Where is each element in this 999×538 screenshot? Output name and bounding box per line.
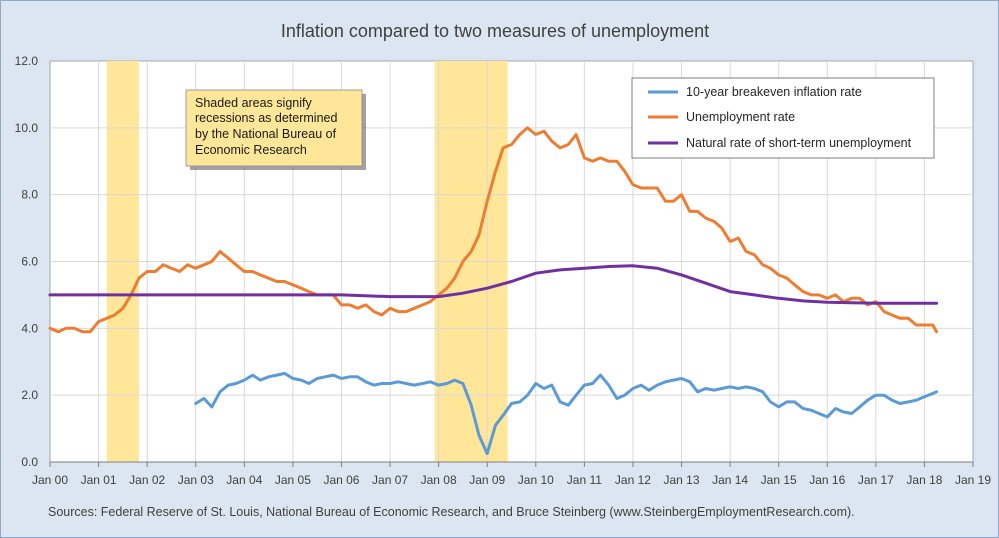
series-lines — [48, 126, 939, 456]
breakeven-inflation-line — [194, 371, 939, 456]
y-tick-label: 2.0 — [21, 388, 38, 402]
x-tick-label: Jan 14 — [712, 473, 748, 487]
legend: 10-year breakeven inflation rate Unemplo… — [631, 77, 935, 159]
source-note: Sources: Federal Reserve of St. Louis, N… — [48, 505, 855, 519]
note-line-1: Shaded areas signify — [195, 96, 312, 110]
note-line-2: recessions as determined — [195, 111, 337, 125]
note-line-4: Economic Research — [195, 143, 307, 157]
x-tick-label: Jan 12 — [615, 473, 651, 487]
x-tick-label: Jan 08 — [421, 473, 457, 487]
y-tick-label: 10.0 — [15, 121, 39, 135]
y-tick-label: 6.0 — [21, 255, 38, 269]
legend-label-breakeven: 10-year breakeven inflation rate — [686, 85, 862, 99]
x-tick-label: Jan 15 — [761, 473, 797, 487]
note-line-3: by the National Bureau of — [195, 127, 337, 141]
unemployment-rate-line — [48, 126, 939, 334]
natural-rate-line — [48, 264, 939, 305]
y-tick-label: 0.0 — [21, 455, 38, 469]
x-tick-label: Jan 02 — [129, 473, 165, 487]
x-tick-label: Jan 00 — [32, 473, 68, 487]
recession-note: Shaded areas signify recessions as deter… — [185, 89, 366, 170]
axes: 0.0 2.0 4.0 6.0 8.0 10.0 12.0 Jan 00 Jan 01 Jan 0… — [15, 54, 992, 487]
legend-label-unemployment: Unemployment rate — [686, 110, 795, 124]
x-tick-label: Jan 18 — [906, 473, 942, 487]
x-tick-label: Jan 09 — [469, 473, 505, 487]
x-tick-label: Jan 10 — [518, 473, 554, 487]
x-tick-label: Jan 05 — [275, 473, 311, 487]
legend-label-natural-rate: Natural rate of short-term unemployment — [686, 136, 912, 150]
x-tick-label: Jan 16 — [809, 473, 845, 487]
x-tick-label: Jan 07 — [372, 473, 408, 487]
x-tick-label: Jan 13 — [664, 473, 700, 487]
chart-title: Inflation compared to two measures of un… — [281, 21, 709, 41]
x-tick-label: Jan 06 — [323, 473, 359, 487]
x-tick-label: Jan 03 — [178, 473, 214, 487]
y-tick-label: 8.0 — [21, 188, 38, 202]
y-tick-label: 12.0 — [15, 54, 39, 68]
x-tick-label: Jan 19 — [955, 473, 991, 487]
x-tick-label: Jan 04 — [226, 473, 262, 487]
x-tick-label: Jan 17 — [858, 473, 894, 487]
x-tick-label: Jan 11 — [567, 473, 602, 487]
x-tick-label: Jan 01 — [81, 473, 117, 487]
y-tick-label: 4.0 — [21, 321, 38, 335]
